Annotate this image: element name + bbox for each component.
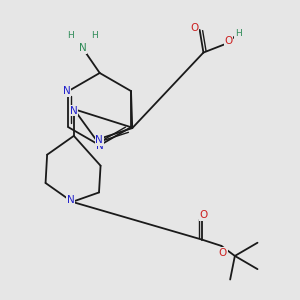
Text: O: O xyxy=(190,23,198,33)
Text: O: O xyxy=(219,248,227,258)
Text: N: N xyxy=(79,43,86,53)
Text: O: O xyxy=(199,210,208,220)
Text: N: N xyxy=(95,135,103,145)
Text: H: H xyxy=(67,32,74,40)
Text: H: H xyxy=(91,32,98,40)
Text: N: N xyxy=(67,195,75,205)
Text: H: H xyxy=(235,29,242,38)
Text: O: O xyxy=(224,36,233,46)
Text: N: N xyxy=(96,141,104,151)
Text: N: N xyxy=(63,86,71,96)
Text: N: N xyxy=(70,106,78,116)
